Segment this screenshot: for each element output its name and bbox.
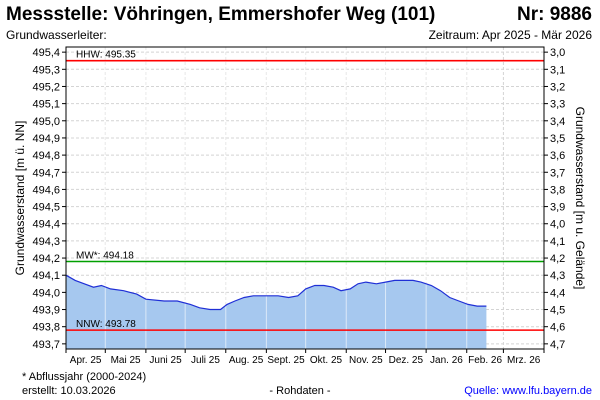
y2-tick-label: 3,8 [550, 184, 565, 196]
reference-label-0: HHW: 495.35 [76, 50, 136, 61]
created-date: erstellt: 10.03.2026 [22, 385, 116, 397]
y-axis-ticks-right: 3,0 3,1 3,2 3,3 3,4 3,5 3,6 3,7 3,8 3,9 4,0 4,1 4,2 4… [544, 47, 565, 351]
x-tick-label: Sept. 25 [267, 355, 305, 366]
y-tick-label: 494,3 [32, 236, 60, 248]
y-axis-ticks-left: 495,4 495,3 495,2 495,1 495,0 494,9 494,8 494,7… [32, 47, 66, 351]
x-tick-label: Nov. 25 [349, 355, 383, 366]
y-tick-label: 494,6 [32, 184, 60, 196]
x-tick-label: Mai 25 [111, 355, 141, 366]
y-tick-label: 495,0 [32, 116, 60, 128]
y-tick-label: 494,1 [32, 270, 60, 282]
y2-tick-label: 3,3 [550, 99, 565, 111]
y2-tick-label: 4,3 [550, 270, 565, 282]
footnote-mw: * Abflussjahr (2000-2024) [22, 371, 147, 383]
y2-tick-label: 3,1 [550, 64, 565, 76]
aquifer-label: Grundwasserleiter: [6, 28, 107, 42]
reference-label-2: NNW: 493.78 [76, 319, 136, 330]
y-tick-label: 494,0 [32, 287, 60, 299]
y-tick-label: 493,9 [32, 305, 60, 317]
y2-tick-label: 3,7 [550, 167, 565, 179]
chart-area-layer [65, 47, 487, 349]
y-axis-label-right: Grundwasserstand [m u. Gelände] [573, 107, 587, 290]
y2-tick-label: 4,0 [550, 219, 565, 231]
x-tick-label: Okt. 25 [310, 355, 343, 366]
y2-tick-label: 4,2 [550, 253, 565, 265]
y-tick-label: 495,3 [32, 64, 60, 76]
plot-border [65, 46, 545, 350]
y2-tick-label: 3,2 [550, 81, 565, 93]
series-area-0 [66, 275, 487, 349]
y-tick-label: 495,4 [32, 47, 60, 59]
y2-tick-label: 3,5 [550, 133, 565, 145]
y2-tick-label: 3,0 [550, 47, 565, 59]
x-tick-label: Feb. 26 [468, 355, 502, 366]
series-line-0 [65, 274, 487, 311]
y2-tick-label: 3,9 [550, 202, 565, 214]
x-tick-label: Mrz. 26 [507, 355, 541, 366]
y-tick-label: 495,2 [32, 81, 60, 93]
y2-tick-label: 3,6 [550, 150, 565, 162]
y-tick-label: 494,5 [32, 202, 60, 214]
x-axis-ticks: Apr. 25 Mai 25 Juni 25 Juli 25 Aug. 25 Sept. … [65, 349, 545, 366]
y-tick-label: 494,7 [32, 167, 60, 179]
x-tick-label: Juni 25 [149, 355, 182, 366]
y-tick-label: 493,7 [32, 339, 60, 351]
reference-lines: HHW: 495.35 MW*: 494.18 NNW: 493.78 [66, 50, 544, 331]
source-link[interactable]: Quelle: www.lfu.bayern.de [464, 385, 592, 397]
x-tick-label: Jan. 26 [430, 355, 463, 366]
y2-tick-label: 4,7 [550, 339, 565, 351]
y-tick-label: 494,9 [32, 133, 60, 145]
y-tick-label: 495,1 [32, 99, 60, 111]
y2-tick-label: 4,4 [550, 287, 565, 299]
station-title: Messstelle: Vöhringen, Emmershofer Weg (… [6, 4, 436, 25]
x-tick-label: Aug. 25 [229, 355, 264, 366]
x-tick-label: Apr. 25 [70, 355, 102, 366]
x-tick-label: Juli 25 [191, 355, 220, 366]
period-label: Zeitraum: Apr 2025 - Mär 2026 [428, 28, 592, 42]
y-tick-label: 493,8 [32, 322, 60, 334]
y-axis-label-left: Grundwasserstand [m ü. NN] [13, 121, 27, 276]
y2-tick-label: 4,5 [550, 305, 565, 317]
y2-tick-label: 4,1 [550, 236, 565, 248]
y2-tick-label: 3,4 [550, 116, 565, 128]
station-number: Nr: 9886 [517, 4, 592, 25]
y-tick-label: 494,2 [32, 253, 60, 265]
y-tick-label: 494,8 [32, 150, 60, 162]
y-tick-label: 494,4 [32, 219, 60, 231]
reference-label-1: MW*: 494.18 [76, 250, 134, 261]
plot-frame [65, 46, 545, 350]
raw-data-label: - Rohdaten - [269, 385, 331, 397]
x-tick-label: Dez. 25 [389, 355, 424, 366]
y2-tick-label: 4,6 [550, 322, 565, 334]
